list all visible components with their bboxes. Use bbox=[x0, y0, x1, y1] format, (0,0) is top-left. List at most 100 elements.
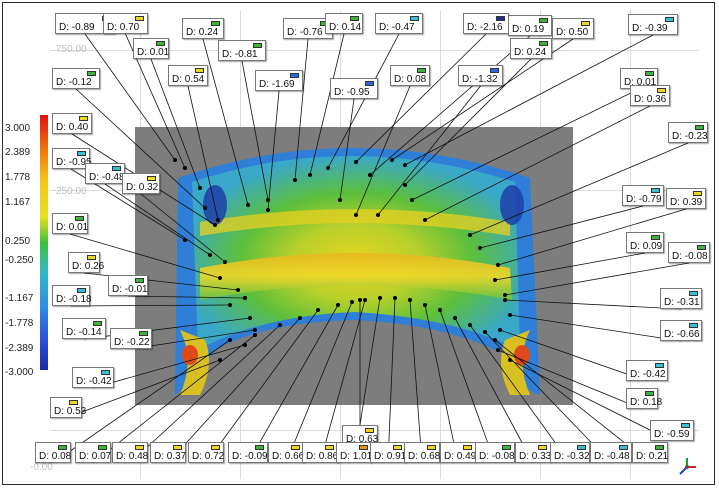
measurement-point[interactable] bbox=[453, 316, 457, 320]
deviation-callout[interactable]: D: 0.54 bbox=[168, 65, 208, 86]
deviation-callout[interactable]: D: 1.01 bbox=[336, 442, 372, 463]
measurement-point[interactable] bbox=[216, 218, 220, 222]
deviation-callout[interactable]: D: 0.48 bbox=[112, 442, 148, 463]
deviation-callout[interactable]: D: -0.42 bbox=[626, 360, 668, 381]
deviation-callout[interactable]: D: 0.08 bbox=[35, 442, 71, 463]
deviation-callout[interactable]: D: -0.08 bbox=[668, 242, 710, 263]
measurement-point[interactable] bbox=[468, 233, 472, 237]
measurement-point[interactable] bbox=[508, 313, 512, 317]
measurement-point[interactable] bbox=[496, 348, 500, 352]
measurement-point[interactable] bbox=[350, 300, 354, 304]
deviation-callout[interactable]: D: -0.81 bbox=[218, 40, 266, 61]
deviation-callout[interactable]: D: -0.01 bbox=[108, 275, 148, 296]
deviation-callout[interactable]: D: -1.32 bbox=[458, 65, 503, 86]
measurement-point[interactable] bbox=[338, 198, 342, 202]
deviation-callout[interactable]: D: -0.59 bbox=[650, 420, 694, 441]
measurement-point[interactable] bbox=[218, 358, 222, 362]
deviation-callout[interactable]: D: -1.69 bbox=[255, 70, 303, 91]
deviation-callout[interactable]: D: 0.26 bbox=[68, 252, 104, 273]
deviation-callout[interactable]: D: 0.07 bbox=[75, 442, 111, 463]
measurement-point[interactable] bbox=[503, 293, 507, 297]
deviation-callout[interactable]: D: 0.21 bbox=[632, 442, 668, 463]
deviation-callout[interactable]: D: -0.47 bbox=[375, 13, 423, 34]
measurement-point[interactable] bbox=[326, 166, 330, 170]
deviation-callout[interactable]: D: 0.70 bbox=[103, 13, 148, 34]
measurement-point[interactable] bbox=[368, 173, 372, 177]
deviation-callout[interactable]: D: -0.95 bbox=[330, 78, 378, 99]
measurement-point[interactable] bbox=[183, 166, 187, 170]
deviation-callout[interactable]: D: 0.68 bbox=[404, 442, 440, 463]
deviation-callout[interactable]: D: -0.76 bbox=[283, 18, 333, 39]
measurement-point[interactable] bbox=[246, 203, 250, 207]
measurement-point[interactable] bbox=[298, 316, 302, 320]
measurement-point[interactable] bbox=[493, 278, 497, 282]
deviation-callout[interactable]: D: 0.37 bbox=[150, 442, 186, 463]
deviation-callout[interactable]: D: -0.14 bbox=[62, 318, 106, 339]
measurement-point[interactable] bbox=[496, 263, 500, 267]
deviation-callout[interactable]: D: -0.12 bbox=[52, 68, 100, 89]
deviation-callout[interactable]: D: -0.48 bbox=[85, 163, 125, 184]
measurement-point[interactable] bbox=[203, 206, 207, 210]
measurement-point[interactable] bbox=[423, 218, 427, 222]
measurement-point[interactable] bbox=[223, 260, 227, 264]
measurement-point[interactable] bbox=[173, 158, 177, 162]
measurement-point[interactable] bbox=[468, 323, 472, 327]
measurement-point[interactable] bbox=[293, 178, 297, 182]
deviation-callout[interactable]: D: 0.49 bbox=[440, 442, 476, 463]
measurement-point[interactable] bbox=[354, 213, 358, 217]
deviation-callout[interactable]: D: 0.08 bbox=[390, 65, 430, 86]
axis-gizmo-icon[interactable] bbox=[676, 456, 698, 478]
deviation-callout[interactable]: D: 0.36 bbox=[630, 85, 670, 106]
measurement-point[interactable] bbox=[316, 308, 320, 312]
deviation-callout[interactable]: D: 0.18 bbox=[626, 388, 662, 409]
measurement-point[interactable] bbox=[253, 328, 257, 332]
deviation-callout[interactable]: D: 0.39 bbox=[666, 188, 706, 209]
measurement-point[interactable] bbox=[248, 316, 252, 320]
deviation-callout[interactable]: D: -0.09 bbox=[228, 442, 268, 463]
deviation-callout[interactable]: D: -0.18 bbox=[52, 285, 92, 306]
deviation-callout[interactable]: D: 0.50 bbox=[552, 18, 594, 39]
deviation-callout[interactable]: D: 0.72 bbox=[188, 442, 224, 463]
deviation-callout[interactable]: D: 0.01 bbox=[52, 213, 88, 234]
deviation-callout[interactable]: D: 0.32 bbox=[122, 173, 160, 194]
deviation-callout[interactable]: D: -0.08 bbox=[475, 442, 515, 463]
measurement-point[interactable] bbox=[198, 186, 202, 190]
measurement-point[interactable] bbox=[208, 253, 212, 257]
deviation-callout[interactable]: D: 0.14 bbox=[325, 13, 363, 34]
deviation-callout[interactable]: D: -0.32 bbox=[550, 442, 590, 463]
deviation-callout[interactable]: D: -0.31 bbox=[660, 288, 702, 309]
measurement-point[interactable] bbox=[236, 288, 240, 292]
deviation-callout[interactable]: D: -0.23 bbox=[668, 122, 708, 143]
deviation-callout[interactable]: D: 0.19 bbox=[508, 15, 552, 36]
deviation-callout[interactable]: D: 0.09 bbox=[626, 232, 664, 253]
measurement-point[interactable] bbox=[358, 298, 362, 302]
measurement-point[interactable] bbox=[410, 198, 414, 202]
measurement-point[interactable] bbox=[493, 338, 497, 342]
measurement-point[interactable] bbox=[478, 246, 482, 250]
measurement-point[interactable] bbox=[266, 208, 270, 212]
deviation-callout[interactable]: D: -0.48 bbox=[590, 442, 632, 463]
measurement-point[interactable] bbox=[218, 276, 222, 280]
deviation-callout[interactable]: D: 0.53 bbox=[50, 397, 86, 418]
deviation-callout[interactable]: D: -0.39 bbox=[628, 14, 678, 35]
measurement-point[interactable] bbox=[378, 296, 382, 300]
deviation-callout[interactable]: D: 0.91 bbox=[370, 442, 406, 463]
measurement-point[interactable] bbox=[228, 303, 232, 307]
measurement-point[interactable] bbox=[408, 298, 412, 302]
measurement-point[interactable] bbox=[243, 296, 247, 300]
measurement-point[interactable] bbox=[403, 163, 407, 167]
measurement-point[interactable] bbox=[308, 173, 312, 177]
measurement-point[interactable] bbox=[228, 338, 232, 342]
measurement-point[interactable] bbox=[363, 298, 367, 302]
measurement-point[interactable] bbox=[336, 303, 340, 307]
measurement-point[interactable] bbox=[390, 158, 394, 162]
measurement-point[interactable] bbox=[354, 160, 358, 164]
measurement-point[interactable] bbox=[403, 183, 407, 187]
deviation-callout[interactable]: D: -0.95 bbox=[52, 148, 92, 169]
deviation-callout[interactable]: D: 0.24 bbox=[182, 18, 224, 39]
deviation-callout[interactable]: D: 0.33 bbox=[515, 442, 551, 463]
deviation-callout[interactable]: D: 0.01 bbox=[133, 38, 169, 59]
deviation-callout[interactable]: D: 0.66 bbox=[268, 442, 304, 463]
deviation-callout[interactable]: D: -0.79 bbox=[622, 185, 664, 206]
deviation-callout[interactable]: D: 0.86 bbox=[302, 442, 338, 463]
